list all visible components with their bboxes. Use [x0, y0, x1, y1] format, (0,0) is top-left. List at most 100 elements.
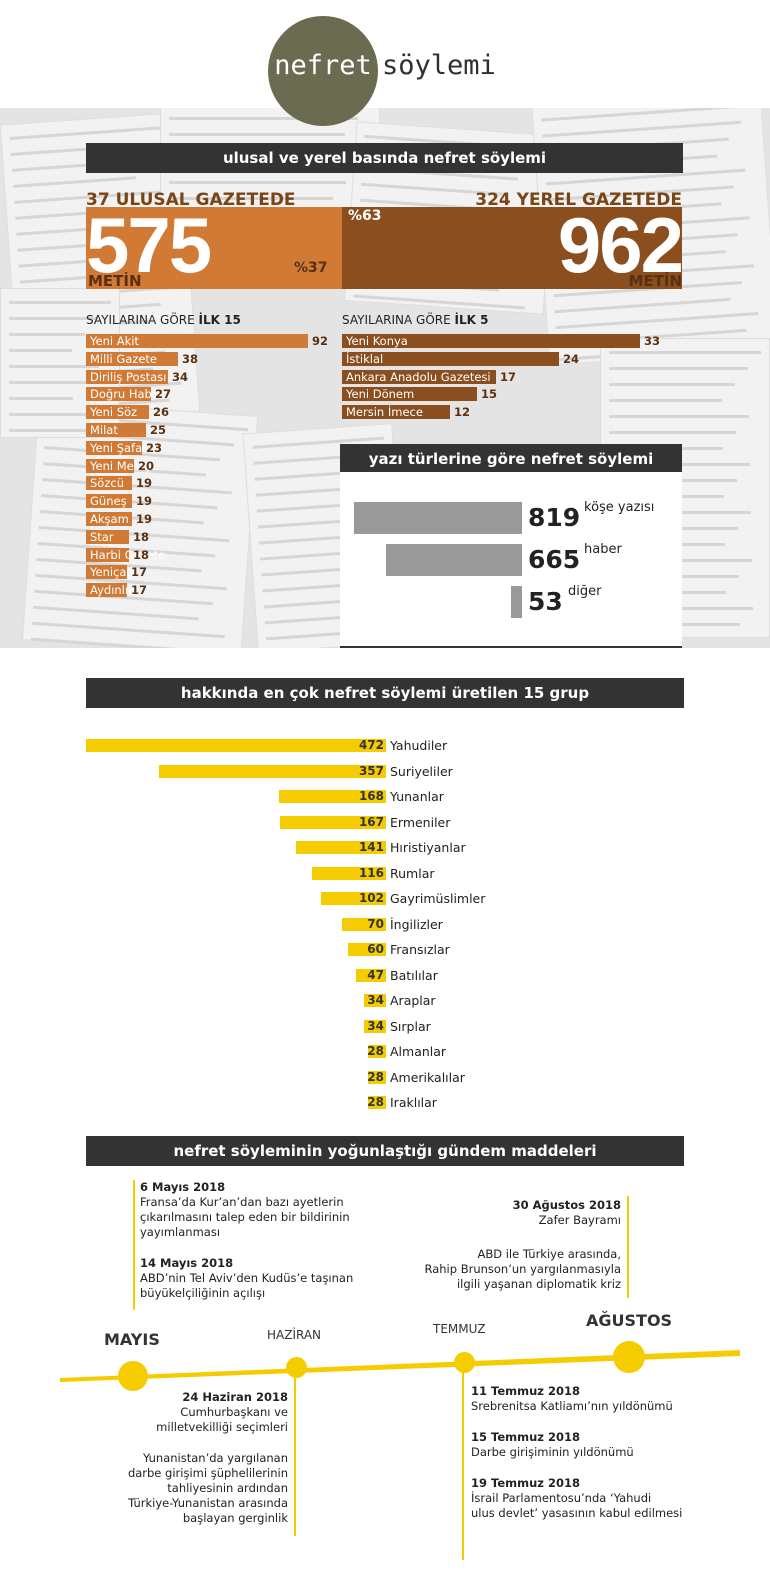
group-bar — [368, 1096, 386, 1109]
collage-text-line — [9, 301, 111, 304]
group-label: Yunanlar — [390, 789, 444, 804]
national-ranking-bar — [86, 529, 129, 544]
group-bar — [364, 1019, 386, 1033]
genre-bar — [354, 502, 522, 534]
national-ranking-value: 27 — [155, 387, 172, 402]
national-ranking-row: Diriliş Postası 34 — [86, 369, 426, 384]
national-ranking-label: Yeniçağ — [90, 565, 134, 580]
national-ranking-bar — [86, 440, 142, 455]
timeline-axis — [60, 1350, 740, 1382]
group-label: Yahudiler — [390, 738, 448, 753]
local-ranking-heading: SAYILARINA GÖRE İLK 5 — [342, 313, 489, 327]
national-ranking-value: 17 — [131, 565, 148, 580]
national-ranking-bar — [86, 476, 132, 491]
group-value: 34 — [367, 993, 384, 1007]
national-ranking-value: 26 — [153, 405, 170, 420]
event-bottom-left-text: Cumhurbaşkanı ve — [180, 1405, 288, 1419]
national-ranking-row: Harbi Gazete 18 — [86, 547, 426, 562]
national-ranking-label: Akşam — [90, 512, 129, 526]
genre-label: köşe yazısı — [584, 500, 655, 515]
groups-title: hakkında en çok nefret söylemi üretilen … — [86, 678, 684, 708]
event-top-left-date: 6 Mayıs 2018 — [140, 1180, 226, 1194]
section-title-press: ulusal ve yerel basında nefret söylemi — [86, 143, 683, 173]
collage-text-line — [169, 197, 333, 200]
national-ranking-label: Harbi Gazete — [90, 547, 166, 562]
local-number: 962 — [557, 201, 684, 289]
local-ranking-row: İstiklal 24 — [342, 351, 682, 366]
national-ranking-row: Aydınlık 17 — [86, 583, 426, 598]
local-ranking-label: Mersin İmece — [346, 405, 423, 420]
national-ranking-bar — [86, 369, 168, 384]
event-bottom-left-text: darbe girişimi şüphelilerinin — [127, 1466, 288, 1480]
timeline-connector-right — [627, 1196, 629, 1298]
groups-chart: 472 Yahudiler 357 Suriyeliler 168 Yunanlar 167… — [0, 736, 770, 1116]
event-bottom-right-date: 19 Temmuz 2018 — [471, 1476, 580, 1490]
event-bottom-left: 24 Haziran 2018 Cumhurbaşkanı ve milletvek… — [60, 1390, 288, 1435]
timeline-line — [60, 1350, 740, 1382]
month-mayis: MAYIS — [104, 1330, 160, 1349]
collage-text-line — [9, 413, 100, 416]
local-pct: %63 — [348, 208, 382, 224]
collage-text-line — [9, 349, 72, 352]
genre-bar — [511, 586, 522, 618]
group-bar — [312, 866, 386, 880]
collage-text-line — [9, 333, 85, 336]
event-bottom-right-date: 11 Temmuz 2018 — [471, 1384, 580, 1398]
national-ranking-label: Yeni Akit — [90, 334, 139, 348]
local-ranking-value: 17 — [500, 369, 517, 384]
national-pct: %37 — [294, 260, 328, 276]
genre-value: 819 — [528, 503, 581, 532]
local-ranking-label: İstiklal — [346, 351, 384, 366]
national-ranking-row: Star 18 — [86, 529, 426, 544]
genre-label: haber — [584, 542, 622, 557]
national-ranking-chart: Yeni Akit 92 Milli Gazete 38 Diriliş Postası… — [86, 334, 336, 598]
event-top-left: 6 Mayıs 2018 Fransa’da Kur’an’dan bazı ay… — [140, 1180, 400, 1240]
event-bottom-left-date: 24 Haziran 2018 — [182, 1390, 288, 1404]
local-ranking-label: Yeni Konya — [346, 334, 408, 348]
month-temmuz: TEMMUZ — [433, 1322, 486, 1336]
national-ranking-bar — [86, 334, 308, 348]
group-label: Suriyeliler — [390, 763, 453, 779]
group-bar — [321, 892, 386, 905]
group-bar — [356, 968, 386, 982]
event-bottom-left-text: başlayan gerginlik — [182, 1511, 288, 1525]
group-label: Hıristiyanlar — [390, 840, 466, 855]
local-unit: METİN — [628, 272, 682, 290]
group-value: 28 — [367, 1095, 384, 1109]
national-ranking-bar — [86, 458, 134, 473]
group-bar — [368, 1045, 386, 1058]
national-ranking-value: 38 — [182, 351, 199, 366]
local-ranking-bar — [342, 334, 640, 348]
national-ranking-bar — [86, 351, 178, 366]
national-ranking-bar — [86, 405, 149, 420]
event-bottom-left-text: milletvekilliği seçimleri — [156, 1420, 288, 1434]
national-ranking-row: Güneş 19 — [86, 494, 426, 509]
event-bottom-right: 15 Temmuz 2018 Darbe girişiminin yıldönüm… — [471, 1430, 751, 1460]
timeline-connector-bottom-left — [294, 1376, 296, 1536]
timeline-events-top-left: 6 Mayıs 2018 Fransa’da Kur’an’dan bazı ay… — [140, 1180, 400, 1317]
event-bottom-right: 11 Temmuz 2018 Srebrenitsa Katliamı’nın y… — [471, 1384, 751, 1414]
local-ranking-label: Ankara Anadolu Gazetesi — [346, 369, 491, 384]
genre-chart: 819 köşe yazısı 665 haber 53 diğer — [340, 472, 682, 648]
national-ranking-bar — [86, 423, 146, 437]
group-value: 116 — [358, 865, 384, 880]
national-ranking-value: 23 — [146, 440, 163, 455]
local-ranking-value: 12 — [454, 405, 471, 420]
collage-text-line — [609, 399, 722, 402]
collage-text-line — [609, 431, 736, 434]
event-top-left-text: büyükelçiliğinin açılışı — [140, 1286, 266, 1300]
national-ranking-row: Yeni Söz 26 — [86, 405, 426, 420]
national-ranking-label: Star — [90, 529, 114, 544]
group-label: Amerikalılar — [390, 1069, 465, 1085]
national-unit: METİN — [88, 272, 142, 290]
event-top-left: 14 Mayıs 2018 ABD’nin Tel Aviv’den Kudüs’… — [140, 1256, 400, 1301]
event-top-left-text: ABD’nin Tel Aviv’den Kudüs’e taşınan — [140, 1271, 354, 1285]
national-ranking-row: Milat 25 — [86, 423, 426, 437]
event-top-right-date: 30 Ağustos 2018 — [512, 1198, 621, 1212]
national-ranking-label: Diriliş Postası — [90, 369, 167, 384]
national-ranking-value: 34 — [172, 369, 189, 384]
group-label: Ermeniler — [390, 814, 451, 830]
genre-value: 665 — [528, 545, 581, 574]
timeline-dot-haziran — [286, 1357, 307, 1378]
national-ranking-value: 19 — [136, 494, 153, 509]
